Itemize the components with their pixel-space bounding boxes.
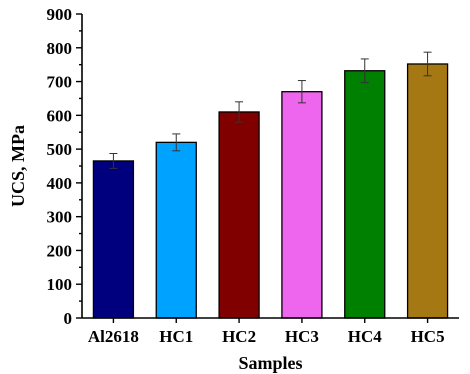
y-tick-label: 600 [47,106,73,125]
x-axis-title: Samples [238,353,302,373]
y-tick-label: 0 [64,309,73,328]
y-tick-label: 500 [47,140,73,159]
y-tick-label: 900 [47,5,73,24]
bars-group [92,63,449,319]
y-tick-label: 100 [47,275,73,294]
y-tick-label: 700 [47,73,73,92]
bar-hc5 [406,63,449,319]
y-tick-label: 400 [47,174,73,193]
x-tick-label: HC3 [285,327,319,346]
x-tick-label: Al2618 [88,327,139,346]
y-axis-title: UCS, MPa [8,125,28,207]
x-tick-label: HC2 [222,327,256,346]
x-tick-label: HC4 [348,327,383,346]
y-axis: 0 100 200 300 400 500 600 700 800 900 [47,5,83,328]
bar-hc2 [218,111,260,319]
error-bars-group [109,51,432,169]
x-tick-label: HC1 [159,327,193,346]
x-axis: Al2618 HC1 HC2 HC3 HC4 HC5 [82,317,459,346]
bar-hc3 [281,91,323,319]
y-tick-label: 800 [47,39,73,58]
y-tick-label: 200 [47,241,73,260]
bar-al2618 [92,160,135,319]
bar-hc4 [344,70,386,319]
bar-hc1 [155,141,197,319]
y-tick-label: 300 [47,208,73,227]
x-tick-label: HC5 [411,327,445,346]
